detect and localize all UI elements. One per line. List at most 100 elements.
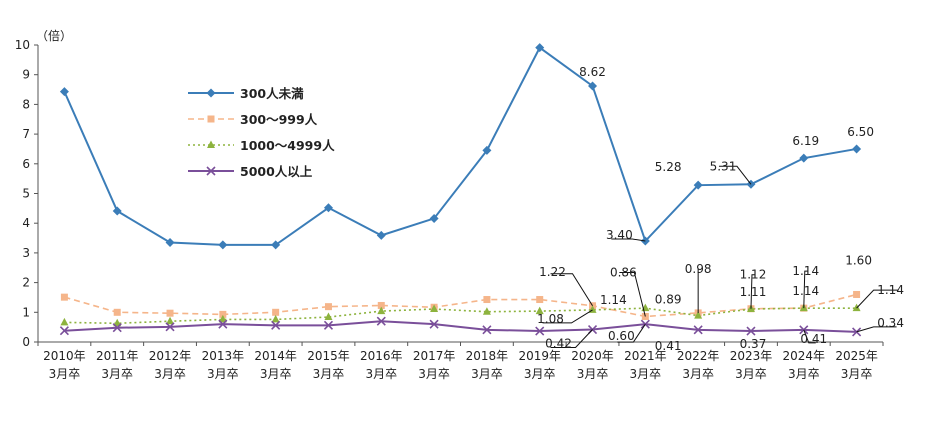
data-label: 1.14 [600, 293, 627, 307]
data-point [60, 317, 69, 326]
data-label: 0.89 [655, 293, 682, 307]
data-point [271, 314, 280, 323]
data-label: 1.14 [792, 284, 819, 298]
annotation-leader [803, 329, 816, 344]
y-axis-unit: （倍） [36, 28, 72, 43]
series-0 [59, 43, 862, 250]
data-label: 1.14 [877, 283, 904, 297]
data-point [271, 240, 281, 250]
axes: 0 1 2 3 4 5 6 7 8 9 10 2010年 3月卒 2011年 3月卒 2012年 3月卒 2013… [15, 38, 884, 381]
x-tick-label: 2015年 [307, 349, 350, 363]
data-label: 0.60 [608, 329, 635, 343]
legend-label: 1000～4999人 [240, 138, 335, 153]
x-tick-label: 2020年 [571, 349, 614, 363]
data-point [60, 293, 68, 301]
data-point [324, 303, 332, 311]
y-tick-label: 4 [22, 216, 30, 230]
data-point [799, 325, 809, 335]
x-tick-sublabel: 3月卒 [418, 367, 450, 381]
y-tick-label: 1 [22, 305, 30, 319]
legend-swatch-marker [206, 166, 216, 176]
series-line [64, 320, 857, 333]
data-point [482, 307, 491, 315]
legend-swatch-marker [207, 140, 215, 148]
x-tick-label: 2025年 [835, 349, 878, 363]
data-point [112, 323, 122, 333]
series-line [63, 46, 857, 246]
data-label: 5.28 [655, 160, 682, 174]
data-point [218, 319, 228, 329]
series-line [64, 293, 857, 318]
data-point [377, 301, 385, 309]
data-label: 0.41 [655, 339, 682, 353]
legend-label: 300人未満 [240, 86, 304, 101]
x-tick-sublabel: 3月卒 [101, 367, 133, 381]
data-point [694, 311, 703, 319]
annotation-leader [611, 238, 646, 242]
series-line [64, 307, 857, 325]
x-tick-sublabel: 3月卒 [788, 367, 820, 381]
data-label: 1.14 [792, 264, 819, 278]
x-tick-label: 2022年 [677, 349, 720, 363]
data-point [324, 312, 333, 321]
x-tick-label: 2013年 [202, 349, 245, 363]
x-tick-sublabel: 3月卒 [49, 367, 81, 381]
data-label: 1.60 [845, 253, 872, 267]
data-point [693, 180, 703, 190]
y-tick-label: 0 [22, 335, 30, 349]
x-tick-label: 2024年 [783, 349, 826, 363]
data-point [429, 319, 439, 329]
data-point [166, 309, 174, 317]
y-tick-label: 6 [22, 157, 30, 171]
data-point [377, 306, 386, 315]
data-point [852, 303, 861, 312]
annotation-leader [718, 165, 752, 185]
x-tick-sublabel: 3月卒 [735, 367, 767, 381]
y-tick-label: 10 [15, 38, 30, 52]
x-tick-sublabel: 3月卒 [154, 367, 186, 381]
x-tick-sublabel: 3月卒 [841, 367, 873, 381]
data-label: 6.19 [792, 134, 819, 148]
data-point [323, 320, 334, 330]
data-label: 0.42 [545, 337, 572, 351]
series-3 [59, 316, 862, 337]
data-point [113, 318, 122, 327]
data-point [535, 326, 545, 336]
data-point [165, 322, 175, 332]
data-point [218, 240, 228, 250]
y-tick-label: 5 [22, 187, 30, 201]
data-label: 0.34 [877, 316, 904, 330]
x-tick-label: 2019年 [518, 349, 561, 363]
data-point [535, 306, 544, 315]
annotation-leader [750, 274, 755, 309]
data-label: 0.37 [740, 337, 767, 351]
legend-label: 5000人以上 [240, 164, 313, 179]
annotation-leader [803, 270, 808, 309]
data-point [59, 87, 69, 97]
x-tick-sublabel: 3月卒 [630, 367, 662, 381]
data-label: 1.08 [537, 312, 564, 326]
legend-label: 300～999人 [240, 112, 318, 127]
series-2 [60, 303, 861, 327]
data-point [429, 213, 439, 223]
data-point [165, 238, 175, 248]
y-tick-label: 3 [22, 246, 30, 260]
annotation-layer: 8.62 3.40 5.28 5.31 6.19 6.50 1.22 0.86 0.98 1.12… [537, 65, 904, 353]
y-tick-label: 7 [22, 127, 30, 141]
data-label: 0.41 [800, 332, 827, 346]
data-point [376, 230, 386, 240]
data-point [430, 304, 439, 313]
data-point [746, 326, 756, 336]
x-tick-sublabel: 3月卒 [524, 367, 556, 381]
data-point [640, 319, 650, 329]
data-label: 1.11 [740, 285, 767, 299]
legend: 300人未満 300～999人 1000～4999人 5000人以上 [188, 86, 335, 179]
data-point [272, 308, 280, 316]
x-tick-sublabel: 3月卒 [313, 367, 345, 381]
x-tick-sublabel: 3月卒 [260, 367, 292, 381]
data-point [852, 144, 862, 154]
data-label: 5.31 [710, 159, 737, 173]
data-label: 3.40 [606, 228, 633, 242]
data-label: 1.12 [740, 268, 767, 282]
